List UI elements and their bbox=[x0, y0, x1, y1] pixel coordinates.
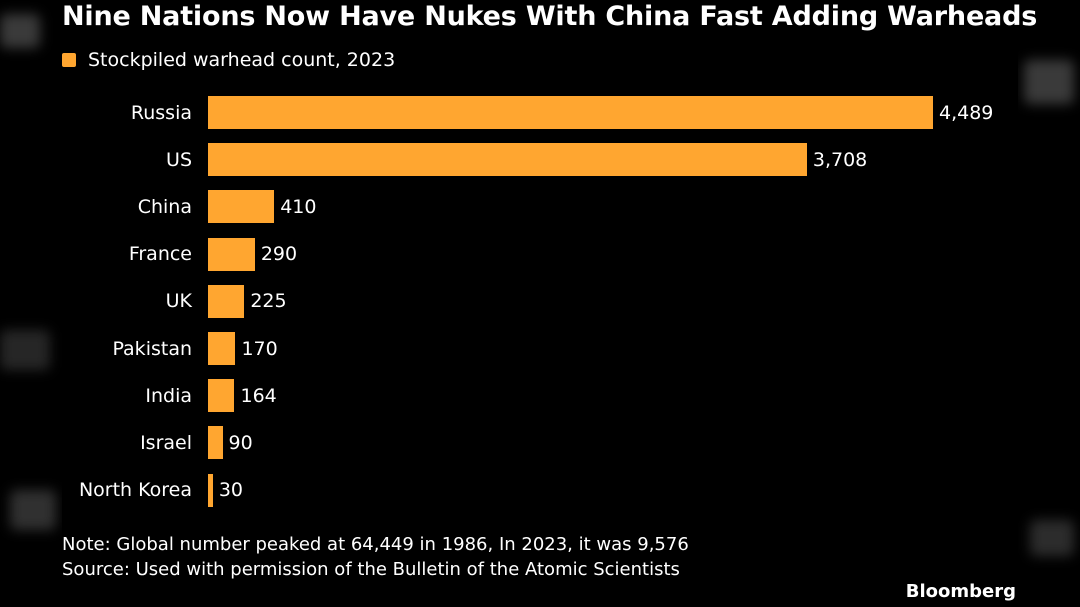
bar bbox=[208, 237, 255, 271]
bar bbox=[208, 284, 245, 318]
footnote: Note: Global number peaked at 64,449 in … bbox=[62, 532, 689, 582]
category-label: China bbox=[137, 195, 192, 218]
value-label: 225 bbox=[250, 290, 287, 313]
chart-title: Nine Nations Now Have Nukes With China F… bbox=[62, 1, 1038, 32]
category-label: North Korea bbox=[78, 479, 192, 502]
value-label: 290 bbox=[260, 243, 298, 266]
source-text: Source: Used with permission of the Bull… bbox=[62, 559, 680, 580]
bar bbox=[208, 426, 223, 460]
legend-swatch bbox=[62, 53, 76, 67]
category-label: India bbox=[145, 384, 192, 407]
value-label: 3,708 bbox=[812, 148, 868, 171]
bar bbox=[208, 473, 213, 507]
background-fragment bbox=[0, 14, 40, 48]
legend-label: Stockpiled warhead count, 2023 bbox=[88, 49, 396, 71]
background-fragment bbox=[1030, 520, 1074, 556]
bar bbox=[208, 332, 236, 365]
category-label: Pakistan bbox=[112, 337, 192, 360]
background-fragment bbox=[1024, 60, 1074, 104]
bloomberg-logo: Bloomberg bbox=[905, 581, 1016, 602]
background-fragment bbox=[0, 330, 50, 370]
value-label: 410 bbox=[280, 195, 317, 218]
note-text: Note: Global number peaked at 64,449 in … bbox=[62, 534, 689, 555]
bar bbox=[208, 190, 275, 224]
category-label: US bbox=[166, 148, 192, 171]
category-label: UK bbox=[165, 290, 192, 313]
bar bbox=[208, 379, 235, 413]
value-label: 4,489 bbox=[939, 101, 994, 124]
value-label: 90 bbox=[228, 431, 253, 454]
chart-panel: Nine Nations Now Have Nukes With China F… bbox=[62, 0, 1037, 607]
bar-plot: Russia 4,489 US 3,708 China 410 France 290 UK 225… bbox=[62, 0, 1018, 607]
background-fragment bbox=[10, 490, 56, 530]
category-label: Russia bbox=[130, 101, 192, 124]
category-label: France bbox=[128, 243, 192, 266]
value-label: 164 bbox=[240, 384, 277, 407]
category-label: Israel bbox=[140, 431, 192, 454]
bar bbox=[208, 96, 933, 129]
bar bbox=[208, 143, 807, 177]
legend: Stockpiled warhead count, 2023 bbox=[62, 48, 395, 72]
value-label: 170 bbox=[241, 337, 278, 360]
value-label: 30 bbox=[218, 479, 244, 502]
